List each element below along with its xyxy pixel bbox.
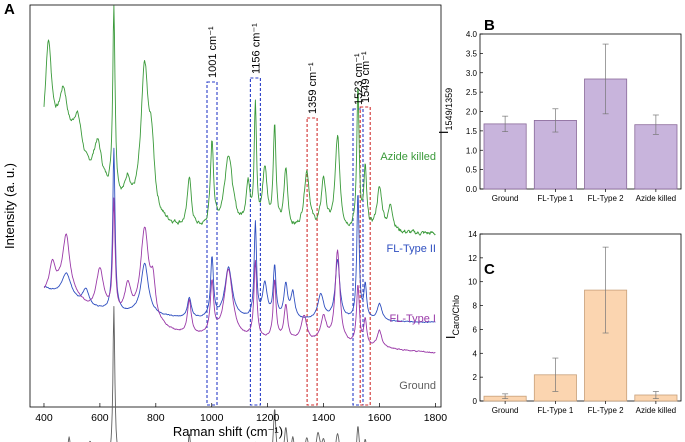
panel-c-bars (483, 246, 678, 402)
svg-text:I1549/1359: I1549/1359 (436, 88, 454, 134)
panel-c-x-tick-label: Azide killed (636, 406, 676, 415)
panel-b-x-tick-label: FL-Type 2 (588, 194, 625, 203)
panel-a-band-box-1523 (352, 108, 364, 406)
panel-b-y-tick-label: 1.0 (466, 146, 478, 155)
panel-a-band-markers (206, 77, 371, 406)
panel-b-y-tick-label: 0.5 (466, 166, 478, 175)
panel-a-annotation-1523: 1523 cm⁻¹ (353, 53, 365, 105)
panel-b-y-tick-label: 2.0 (466, 108, 478, 117)
panel-b-x-tick-label: FL-Type 1 (537, 194, 574, 203)
panel-a-annotations: 1001 cm⁻¹ 1156 cm⁻¹ 1359 cm⁻¹ 1523 cm⁻¹1549… (207, 23, 372, 114)
panel-b-y-axis-label: I1549/1359 (436, 88, 454, 134)
panel-a-x-axis-label: Raman shift (cm⁻¹) (173, 424, 283, 439)
panel-c-y-tick-label: 2 (473, 373, 478, 382)
panel-a-annotation-1156: 1156 cm⁻¹ (250, 23, 262, 74)
panel-label-b: B (484, 17, 495, 34)
panel-c-bar-fl-type-2 (584, 289, 628, 402)
panel-a-x-tick-label: 1800 (424, 412, 448, 424)
panel-a-x-ticks: 400 600 800 1000 1200 1400 1600 1800 (35, 403, 447, 424)
panel-a-series-label-fl-type-i: FL-Type I (390, 313, 436, 325)
panel-a-series-label-ground: Ground (399, 380, 436, 392)
panel-a-x-tick-label: 400 (35, 412, 53, 424)
panel-a-series-fl-type-i (43, 197, 436, 354)
panel-a-x-tick-label: 1000 (200, 412, 224, 424)
panel-a-x-tick-label: 1400 (312, 412, 336, 424)
panel-b-y-tick-label: 4.0 (466, 30, 478, 39)
panel-a-x-tick-label: 600 (91, 412, 109, 424)
panel-b-y-ticks: 0.0 0.5 1.0 1.5 2.0 2.5 3.0 3.5 4.0 (466, 30, 483, 194)
svg-text:ICaro/Chlo: ICaro/Chlo (443, 295, 461, 339)
panel-b-y-tick-label: 2.5 (466, 88, 478, 97)
panel-c-x-ticks: Ground FL-Type 1 FL-Type 2 Azide killed (492, 401, 676, 415)
panel-a-x-tick-label: 800 (147, 412, 165, 424)
panel-c-y-tick-label: 0 (473, 397, 478, 406)
panel-label-a: A (4, 1, 15, 18)
panel-c-x-tick-label: FL-Type 2 (588, 406, 625, 415)
panel-c-y-tick-label: 6 (473, 325, 478, 334)
panel-c-y-tick-label: 10 (468, 278, 477, 287)
panel-a-annotation-1549: 1549 cm⁻¹ (360, 51, 372, 103)
panel-c-x-tick-label: FL-Type 1 (537, 406, 574, 415)
panel-a-x-tick-label: 1200 (256, 412, 280, 424)
panel-a-band-box-1156 (249, 77, 261, 406)
panel-b-bar-azide-killed (634, 124, 678, 190)
panel-b-y-label-main: I (436, 130, 451, 134)
panel-c-y-label-main: I (443, 335, 458, 339)
panel-b-y-tick-label: 1.5 (466, 127, 478, 136)
panel-b-x-tick-label: Azide killed (636, 194, 676, 203)
panel-a-annotation-1001: 1001 cm⁻¹ (207, 26, 219, 78)
panel-a-annotation-1359: 1359 cm⁻¹ (307, 62, 319, 114)
panel-b-x-ticks: Ground FL-Type 1 FL-Type 2 Azide killed (492, 189, 676, 203)
panel-label-c: C (484, 261, 495, 278)
panel-a-frame (29, 4, 442, 408)
panel-c-x-tick-label: Ground (492, 406, 519, 415)
panel-a-y-axis-label: Intensity (a. u.) (2, 163, 17, 249)
panel-c-y-axis-label: ICaro/Chlo (443, 295, 461, 339)
panel-b-y-tick-label: 3.0 (466, 69, 478, 78)
panel-c-y-ticks: 0 2 4 6 8 10 12 14 (468, 230, 483, 406)
panel-c-y-tick-label: 4 (473, 349, 478, 358)
panel-a-series-label-azide-killed: Azide killed (380, 151, 436, 163)
panel-c-y-tick-label: 8 (473, 302, 478, 311)
panel-b-bar-chart: 0.0 0.5 1.0 1.5 2.0 2.5 3.0 3.5 4.0 Ground FL-Typ… (436, 30, 682, 203)
panel-a-series-azide-killed (43, 5, 436, 236)
panel-a-series-labels: Azide killed FL-Type II FL-Type I Ground (380, 151, 436, 392)
panel-c-bar-chart: 0 2 4 6 8 10 12 14 Ground FL-Type 1 FL-Type 2 Azid… (443, 230, 682, 415)
panel-c-frame (479, 233, 682, 402)
panel-b-bars (483, 43, 678, 190)
panel-a-series-fl-type-ii (43, 147, 436, 324)
panel-b-y-label-sub: 1549/1359 (444, 88, 454, 131)
panel-a-x-tick-label: 1600 (368, 412, 392, 424)
panel-c-y-tick-label: 14 (468, 230, 477, 239)
panel-b-y-tick-label: 3.5 (466, 49, 478, 58)
panel-a-series (43, 5, 436, 442)
panel-a-series-label-fl-type-ii: FL-Type II (386, 243, 436, 255)
panel-b-x-tick-label: Ground (492, 194, 519, 203)
panel-a-band-box-1001 (206, 81, 218, 406)
panel-a-band-box-1359 (306, 117, 318, 406)
panel-b-y-tick-label: 0.0 (466, 185, 478, 194)
panel-c-y-label-sub: Caro/Chlo (451, 295, 461, 336)
panel-b-bar-ground (483, 123, 527, 190)
panel-a-band-box-1549 (359, 106, 371, 406)
panel-c-y-tick-label: 12 (468, 254, 477, 263)
panel-a-spectra: 400 600 800 1000 1200 1400 1600 1800 Azide kill… (2, 4, 447, 442)
